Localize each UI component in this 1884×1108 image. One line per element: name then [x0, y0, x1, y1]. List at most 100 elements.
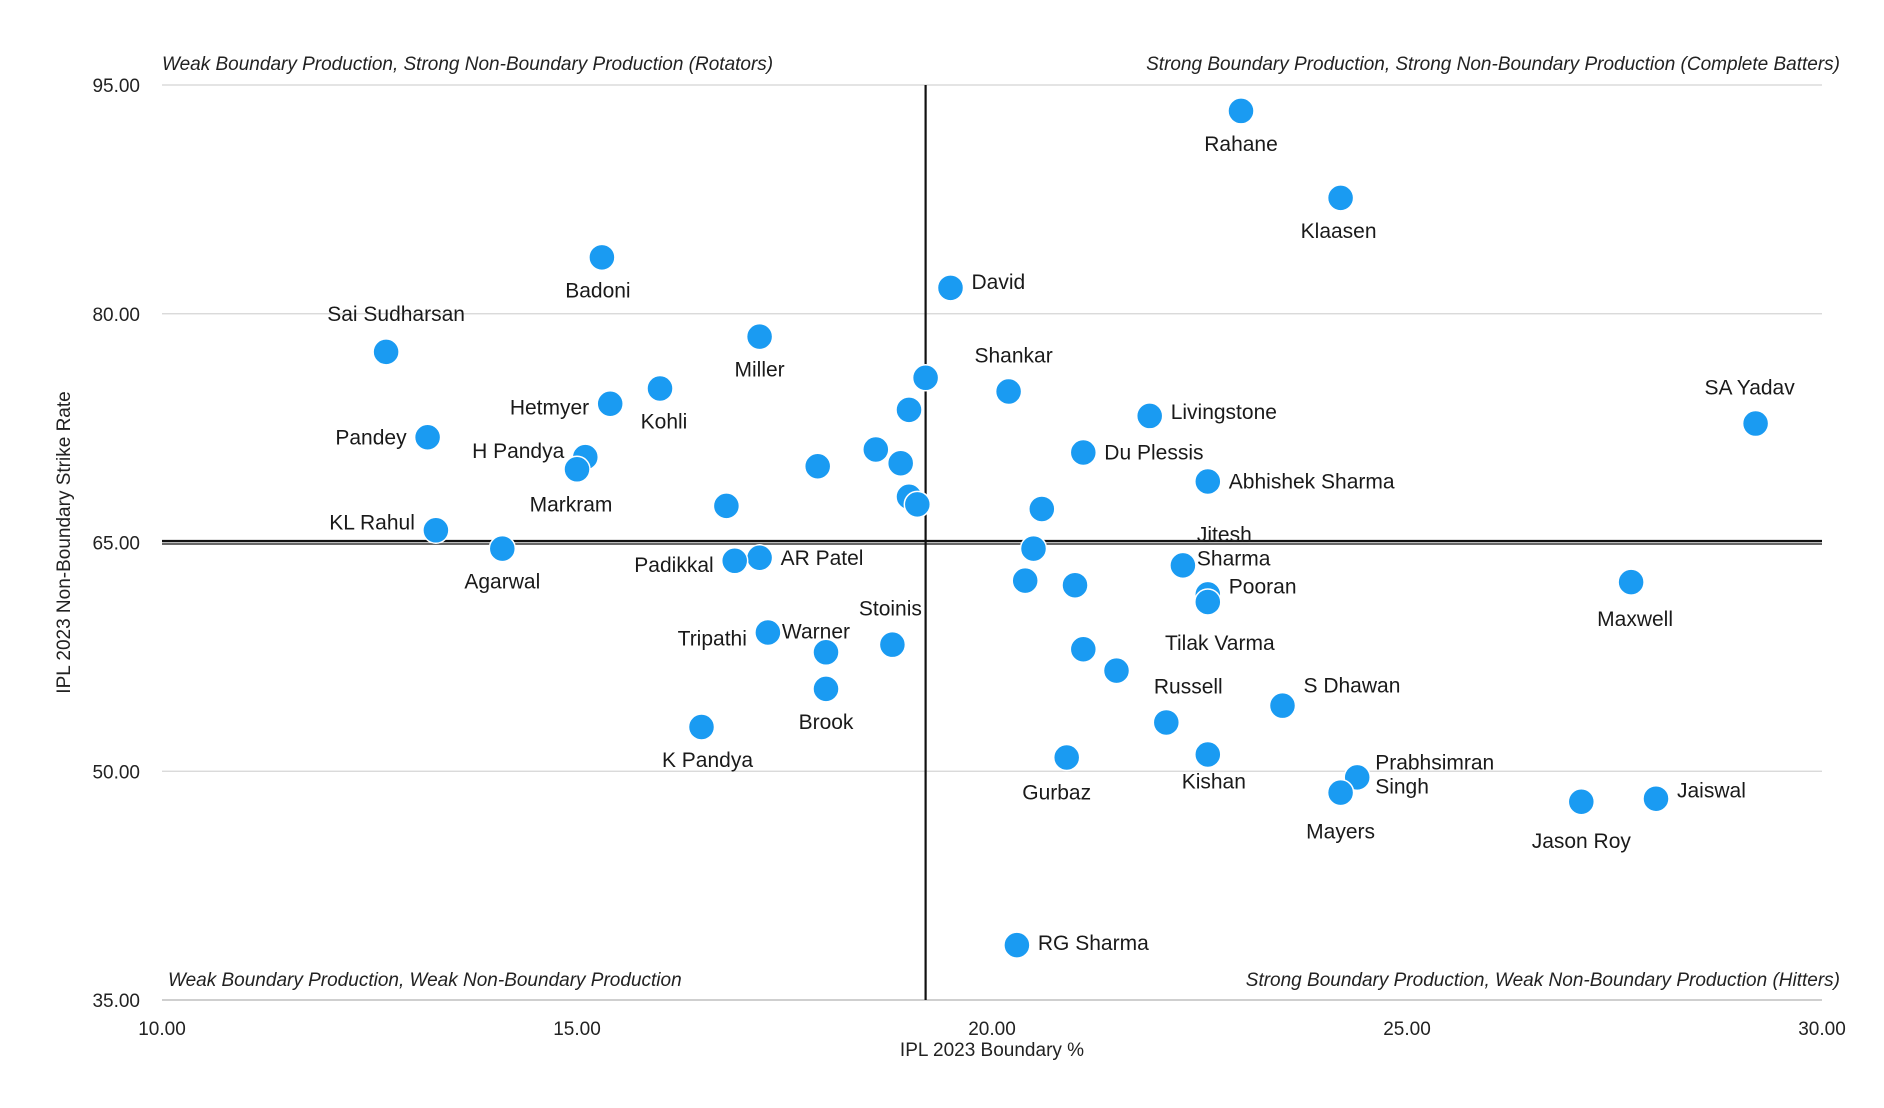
x-tick-label: 10.00	[138, 1019, 186, 1040]
data-point	[1567, 788, 1596, 816]
data-point	[1194, 740, 1222, 769]
quadrant-labels: Weak Boundary Production, Strong Non-Bou…	[162, 54, 1840, 991]
point-label: David	[972, 271, 1026, 294]
point-label: Kishan	[1182, 770, 1246, 793]
quadrant-label-top-left: Weak Boundary Production, Strong Non-Bou…	[162, 54, 773, 75]
data-point	[1003, 931, 1031, 959]
data-point	[1326, 184, 1355, 212]
point-label: Gurbaz	[1022, 782, 1091, 805]
point-label: Brook	[799, 711, 854, 734]
point-label: Abhishek Sharma	[1229, 471, 1395, 494]
data-point	[687, 713, 716, 741]
point-label: Jaiswal	[1677, 780, 1746, 803]
data-point	[1194, 588, 1222, 616]
point-label: Singh	[1375, 775, 1429, 798]
data-point	[372, 338, 400, 366]
data-point	[754, 618, 782, 647]
data-point	[936, 274, 965, 302]
point-label: Prabhsimran	[1375, 751, 1494, 774]
point-label: Russell	[1154, 675, 1223, 698]
y-tick-label: 65.00	[92, 534, 140, 555]
y-tick-label: 80.00	[92, 305, 140, 326]
point-label: KL Rahul	[329, 511, 415, 534]
data-point	[720, 547, 749, 575]
data-point	[712, 492, 741, 520]
point-label: Pandey	[335, 426, 407, 449]
data-points	[372, 97, 1770, 959]
data-point	[1194, 467, 1222, 496]
point-label: Jitesh	[1197, 523, 1252, 546]
x-tick-label: 20.00	[968, 1019, 1016, 1040]
data-point	[488, 534, 517, 563]
data-point	[1227, 97, 1255, 125]
data-point	[1326, 778, 1355, 807]
data-point	[1052, 743, 1081, 772]
data-point	[812, 675, 840, 703]
point-label: AR Patel	[781, 547, 864, 570]
data-point	[1169, 551, 1197, 580]
point-label: Stoinis	[859, 598, 922, 621]
data-point	[911, 364, 940, 392]
y-axis-title: IPL 2023 Non-Boundary Strike Rate	[54, 391, 75, 693]
x-tick-label: 30.00	[1798, 1019, 1846, 1040]
data-point	[745, 544, 774, 572]
tick-labels: 35.00 50.00 65.00 80.00 95.00 10.00 15.00 20.00…	[92, 76, 1845, 1040]
data-point	[1061, 571, 1089, 599]
data-point	[1741, 409, 1770, 438]
data-point	[422, 516, 450, 545]
quadrant-label-bottom-left: Weak Boundary Production, Weak Non-Bound…	[168, 970, 682, 991]
data-point	[1617, 568, 1645, 596]
data-point	[1069, 438, 1098, 467]
point-label: SA Yadav	[1704, 377, 1795, 400]
data-point	[903, 490, 932, 519]
data-point	[1102, 656, 1131, 685]
data-point	[862, 435, 890, 464]
point-label: Mayers	[1306, 821, 1375, 844]
point-label: Du Plessis	[1104, 442, 1203, 465]
x-tick-label: 25.00	[1383, 1019, 1431, 1040]
point-label: S Dhawan	[1304, 675, 1401, 698]
data-point	[886, 449, 915, 477]
x-axis-title: IPL 2023 Boundary %	[900, 1040, 1084, 1061]
data-point	[1011, 566, 1039, 595]
point-labels: Rahane Klaasen Badoni David Sai Sudharsan Mil…	[327, 133, 1795, 955]
point-label: Shankar	[974, 345, 1052, 368]
point-label: Padikkal	[634, 554, 713, 577]
data-point	[812, 638, 840, 667]
data-point	[596, 389, 624, 418]
point-label: Pooran	[1229, 575, 1297, 598]
point-label: K Pandya	[662, 749, 753, 772]
point-label: RG Sharma	[1038, 932, 1149, 955]
point-label: Tilak Varma	[1165, 632, 1275, 655]
point-label: Tripathi	[678, 627, 747, 650]
point-label: Sharma	[1197, 547, 1271, 570]
point-label: Warner	[782, 620, 850, 643]
data-point	[1268, 691, 1297, 720]
point-label: Miller	[735, 359, 785, 382]
data-point	[1642, 784, 1670, 813]
data-point	[1019, 534, 1048, 563]
x-tick-label: 15.00	[553, 1019, 601, 1040]
data-point	[413, 423, 442, 452]
data-point	[994, 377, 1023, 406]
point-label: Badoni	[565, 279, 630, 302]
point-label: Livingstone	[1171, 401, 1277, 424]
quadrant-label-bottom-right: Strong Boundary Production, Weak Non-Bou…	[1246, 970, 1840, 991]
point-label: Hetmyer	[510, 397, 589, 420]
y-tick-label: 95.00	[92, 76, 140, 97]
data-point	[1028, 495, 1056, 523]
y-tick-label: 35.00	[92, 991, 140, 1012]
data-point	[1152, 708, 1181, 737]
data-point	[878, 630, 907, 659]
data-point	[646, 374, 674, 403]
point-label: Markram	[530, 493, 613, 516]
grid-layer	[162, 84, 1822, 1001]
data-point	[895, 396, 923, 424]
point-label: Agarwal	[464, 571, 540, 594]
point-label: Rahane	[1204, 133, 1278, 156]
data-point	[803, 452, 832, 480]
point-label: Sai Sudharsan	[327, 303, 465, 326]
data-point	[1135, 402, 1164, 430]
y-tick-label: 50.00	[92, 762, 140, 783]
